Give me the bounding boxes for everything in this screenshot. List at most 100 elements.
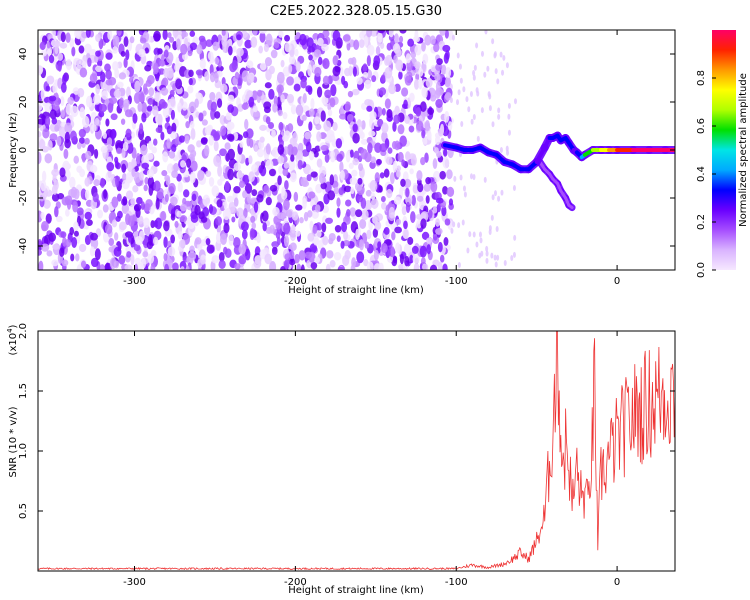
noise-speck — [153, 236, 159, 246]
noise-speck — [286, 76, 295, 86]
noise-speck — [428, 209, 433, 219]
noise-speck — [95, 33, 101, 42]
noise-speck — [175, 56, 180, 68]
noise-speck — [387, 147, 393, 154]
noise-speck — [114, 68, 120, 79]
noise-speck — [102, 204, 109, 213]
noise-speck — [59, 247, 65, 257]
noise-speck — [84, 211, 92, 220]
noise-speck — [478, 231, 482, 238]
noise-speck — [268, 168, 276, 177]
noise-speck — [320, 182, 327, 190]
spectrogram-y-tick-label: 20 — [18, 96, 29, 109]
noise-speck — [416, 195, 424, 202]
noise-speck — [218, 259, 226, 269]
noise-speck — [439, 30, 446, 36]
noise-speck — [488, 229, 492, 236]
noise-speck — [457, 262, 461, 269]
noise-speck — [284, 42, 292, 53]
noise-speck — [161, 101, 168, 109]
noise-speck — [302, 197, 307, 210]
noise-speck — [42, 128, 50, 139]
noise-speck — [225, 112, 232, 121]
noise-speck — [207, 51, 214, 61]
noise-speck — [350, 187, 355, 195]
noise-speck — [78, 243, 87, 253]
noise-speck — [300, 264, 305, 270]
noise-speck — [314, 66, 322, 77]
noise-speck — [275, 231, 281, 239]
spectrogram-y-label: Frequency (Hz) — [8, 112, 19, 188]
noise-speck — [271, 129, 276, 138]
noise-speck — [450, 227, 454, 234]
noise-speck — [499, 146, 503, 153]
noise-speck — [204, 125, 213, 136]
noise-speck — [414, 61, 421, 69]
colorbar-tick-label: 0.4 — [696, 166, 707, 182]
noise-speck — [398, 71, 403, 80]
noise-speck — [159, 59, 166, 67]
noise-speck — [261, 210, 269, 222]
noise-speck — [403, 229, 409, 239]
noise-speck — [322, 235, 329, 246]
noise-speck — [345, 199, 352, 207]
noise-speck — [265, 33, 273, 46]
noise-speck — [429, 35, 436, 45]
noise-speck — [309, 243, 318, 254]
noise-speck — [78, 45, 85, 54]
noise-speck — [220, 125, 227, 136]
noise-speck — [263, 43, 269, 53]
noise-speck — [417, 182, 424, 193]
noise-speck — [289, 242, 297, 252]
noise-speck — [49, 133, 58, 142]
noise-speck — [154, 217, 163, 230]
noise-speck — [507, 113, 511, 120]
noise-speck — [256, 89, 263, 97]
noise-speck — [488, 105, 492, 112]
noise-speck — [95, 83, 100, 95]
noise-speck — [349, 207, 357, 217]
noise-speck — [111, 128, 117, 140]
noise-speck — [177, 231, 183, 240]
noise-speck — [296, 263, 302, 270]
noise-speck — [133, 203, 142, 212]
noise-speck — [163, 252, 168, 261]
noise-speck — [469, 90, 473, 97]
noise-speck — [295, 204, 303, 211]
noise-speck — [437, 261, 443, 270]
noise-speck — [113, 246, 122, 257]
noise-speck — [368, 130, 376, 137]
noise-speck — [439, 170, 446, 180]
noise-speck — [78, 128, 86, 138]
noise-speck — [486, 65, 490, 72]
noise-speck — [259, 124, 267, 131]
noise-speck — [38, 118, 45, 125]
noise-speck — [112, 35, 118, 47]
noise-speck — [442, 156, 450, 169]
noise-speck — [162, 30, 168, 41]
noise-speck — [405, 151, 410, 160]
noise-speck — [130, 197, 136, 206]
noise-speck — [362, 71, 369, 78]
noise-speck — [329, 150, 336, 159]
noise-speck — [77, 87, 85, 98]
noise-speck — [411, 245, 419, 255]
noise-speck — [278, 121, 284, 131]
noise-speck — [195, 92, 202, 99]
noise-speck — [434, 90, 441, 99]
noise-speck — [359, 218, 367, 230]
noise-speck — [195, 69, 203, 76]
noise-speck — [310, 261, 318, 270]
noise-speck — [236, 207, 244, 218]
noise-speck — [106, 161, 115, 172]
noise-speck — [208, 176, 215, 187]
noise-speck — [176, 38, 181, 51]
noise-speck — [292, 131, 298, 144]
noise-speck — [76, 142, 82, 150]
noise-speck — [277, 175, 282, 186]
spectrogram-noise — [38, 30, 517, 270]
noise-speck — [198, 35, 206, 42]
noise-speck — [201, 119, 208, 126]
noise-speck — [252, 30, 258, 36]
noise-speck — [262, 222, 267, 232]
